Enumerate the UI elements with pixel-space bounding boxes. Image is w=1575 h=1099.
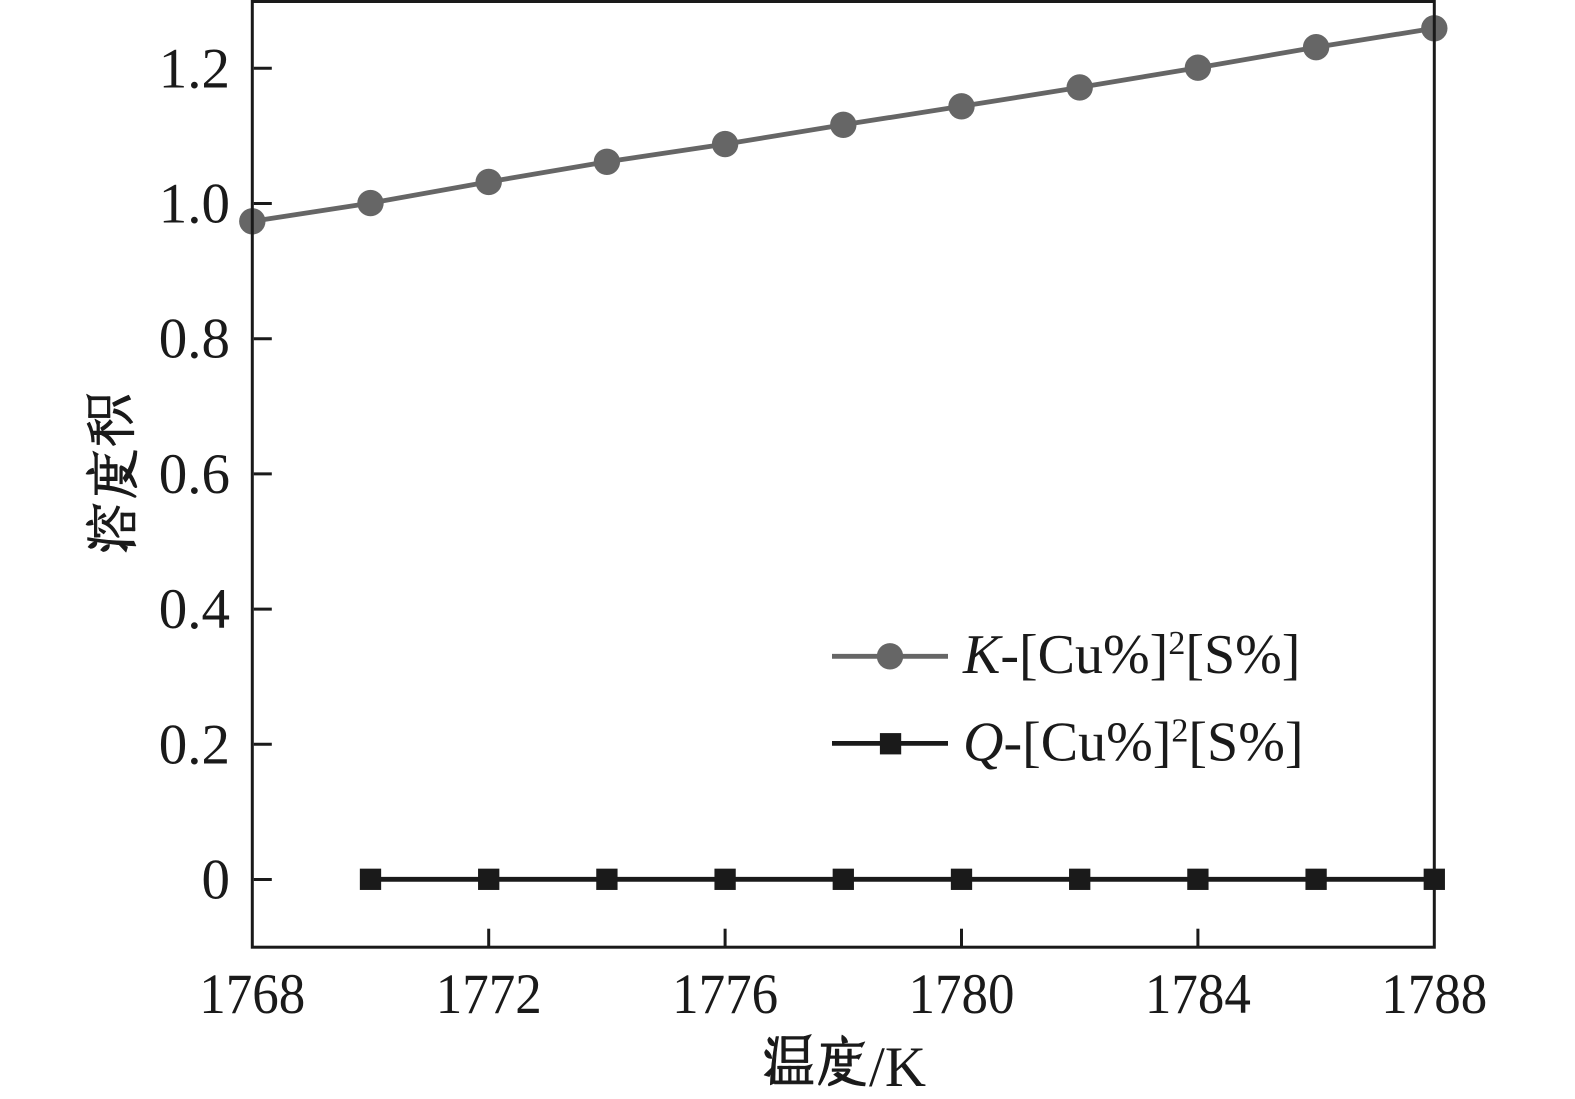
svg-text:Q-[Cu%]2[S%]: Q-[Cu%]2[S%] [963,712,1304,774]
svg-text:0.8: 0.8 [159,308,230,371]
svg-text:1.2: 1.2 [159,37,230,100]
svg-text:1768: 1768 [199,963,305,1026]
svg-text:/K: /K [869,1036,926,1099]
svg-text:0: 0 [202,849,231,912]
svg-text:0.2: 0.2 [159,713,230,776]
svg-text:0.6: 0.6 [159,443,230,506]
svg-text:1776: 1776 [672,963,778,1026]
svg-text:1772: 1772 [436,963,542,1026]
svg-text:0.4: 0.4 [159,578,230,641]
svg-text:1788: 1788 [1381,963,1487,1026]
svg-text:K-[Cu%]2[S%]: K-[Cu%]2[S%] [962,624,1300,686]
svg-text:1780: 1780 [909,963,1015,1026]
svg-text:1784: 1784 [1145,963,1251,1026]
svg-text:1.0: 1.0 [159,173,230,236]
